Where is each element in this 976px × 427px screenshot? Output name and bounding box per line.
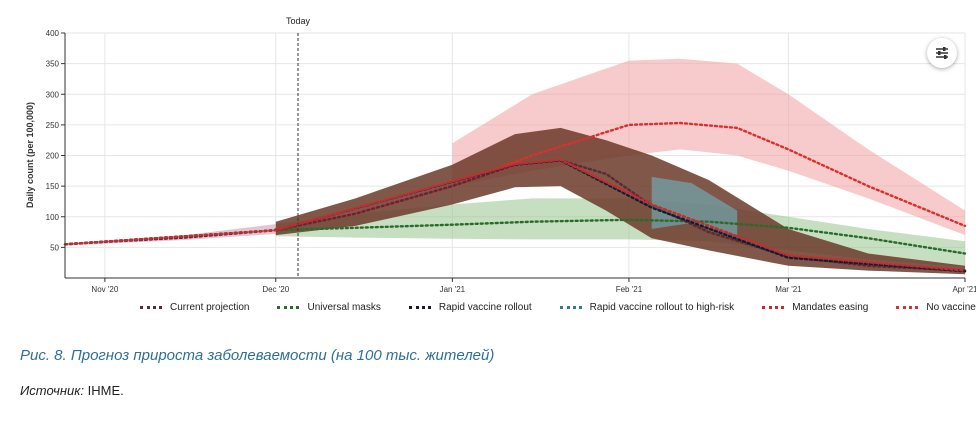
legend-swatch (140, 306, 162, 309)
legend-item[interactable]: Current projection (140, 302, 249, 313)
x-tick-label: Jan '21 (440, 285, 466, 294)
today-label: Today (286, 16, 311, 26)
sliders-icon (936, 47, 948, 59)
legend-item[interactable]: Rapid vaccine rollout (408, 302, 532, 313)
legend-item[interactable]: No vaccine (896, 302, 976, 313)
filter-button[interactable] (927, 38, 957, 68)
x-tick-label: Apr '21 (952, 285, 976, 294)
legend-swatch (277, 306, 300, 309)
y-tick-label: 350 (46, 60, 60, 69)
legend-swatch (408, 306, 431, 309)
line-universal-masks (274, 218, 967, 255)
y-ticks: 50 100 150 200 250 300 350 400 (46, 29, 65, 252)
uncertainty-bands (65, 58, 965, 275)
x-ticks: Nov '20 Dec '20 Jan '21 Feb '21 Mar '21 Apr '… (91, 278, 976, 294)
legend-swatch (762, 306, 785, 309)
source-label: Источник: (20, 383, 84, 398)
line-mandates-easing (63, 158, 967, 272)
y-tick-label: 50 (50, 243, 59, 252)
chart: 50 100 150 200 250 300 350 400 Nov '20 Dec '20 Ja… (25, 16, 976, 294)
x-tick-label: Mar '21 (775, 285, 802, 294)
y-tick-label: 150 (46, 182, 60, 191)
legend: Current projection Universal masks Rapid v… (140, 302, 976, 313)
y-axis-label: Daily count (per 100,000) (25, 102, 35, 208)
figure-caption: Рис. 8. Прогноз прироста заболеваемости … (20, 347, 495, 364)
today-marker: Today (286, 16, 311, 278)
legend-swatch (896, 306, 919, 309)
y-tick-label: 100 (46, 213, 60, 222)
y-tick-label: 400 (46, 29, 60, 38)
source-text: IHME. (84, 383, 124, 398)
x-tick-label: Feb '21 (616, 285, 643, 294)
legend-label: No vaccine (926, 302, 976, 313)
legend-item[interactable]: Mandates easing (762, 302, 868, 313)
band-no-vaccine (452, 58, 965, 236)
x-tick-label: Nov '20 (91, 285, 118, 294)
legend-label: Universal masks (307, 302, 381, 313)
legend-label: Rapid vaccine rollout (438, 302, 532, 313)
figure-source: Источник: IHME. (20, 383, 124, 398)
x-tick-label: Dec '20 (262, 285, 289, 294)
band-current-projection (275, 127, 965, 275)
legend-item[interactable]: Rapid vaccine rollout to high-risk (559, 302, 735, 313)
series-lines (63, 121, 967, 273)
legend-label: Mandates easing (792, 302, 869, 313)
legend-swatch (559, 306, 582, 309)
legend-item[interactable]: Universal masks (277, 302, 381, 313)
y-tick-label: 200 (46, 152, 60, 161)
legend-label: Rapid vaccine rollout to high-risk (589, 302, 735, 313)
legend-label: Current projection (170, 302, 250, 313)
y-tick-label: 300 (46, 90, 60, 99)
y-tick-label: 250 (46, 121, 60, 130)
